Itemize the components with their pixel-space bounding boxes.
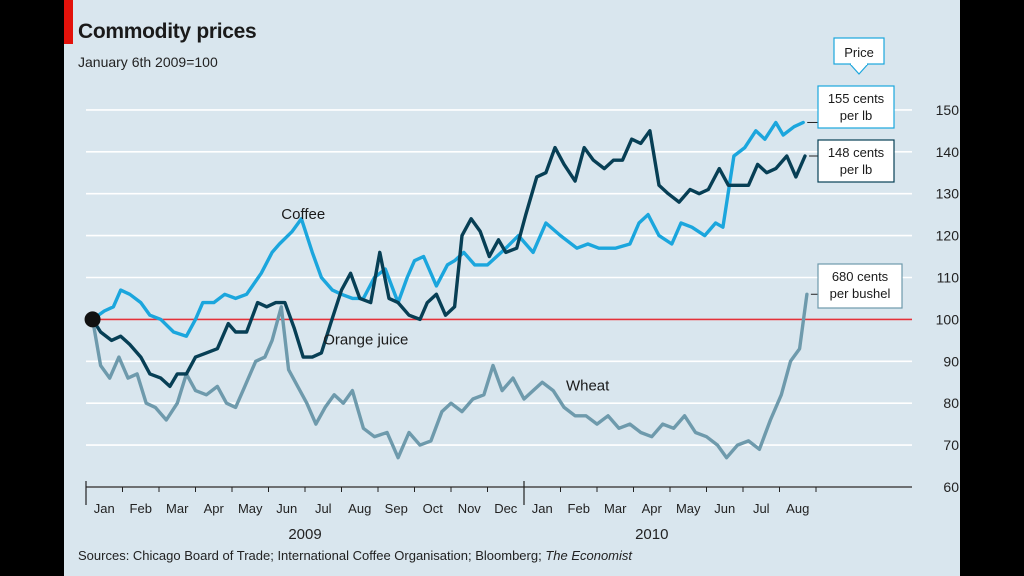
red-tab-accent — [64, 0, 73, 44]
chart-subtitle: January 6th 2009=100 — [78, 54, 218, 70]
end-value-callout-text: per lb — [840, 108, 873, 123]
y-tick-labels: 60 70 80 90 100 110 120 130 140 150 — [936, 102, 960, 495]
end-value-callout-text: per lb — [840, 162, 873, 177]
price-callout-mask — [851, 62, 867, 65]
source-text: Sources: Chicago Board of Trade; Interna… — [78, 548, 546, 563]
year-label: 2009 — [288, 526, 321, 543]
end-value-callouts: Price 155 cents per lb 148 cents per lb 680 c… — [807, 37, 903, 309]
y-tick-label: 150 — [936, 102, 960, 118]
x-tick-label: Nov — [458, 501, 482, 516]
series-label: Coffee — [281, 206, 325, 223]
series-label: Orange juice — [323, 332, 408, 349]
start-point-dot — [84, 311, 101, 328]
y-tick-label: 130 — [936, 186, 960, 202]
series-line-coffee — [90, 120, 805, 338]
x-tick-labels: Jan Feb Mar Apr May Jun Jul Aug Sep Oct Nov Dec Jan F… — [94, 501, 810, 516]
x-tick-label: Dec — [494, 501, 518, 516]
end-value-callout-text: per bushel — [830, 286, 891, 301]
x-tick-label: Aug — [786, 501, 809, 516]
x-tick-label: Apr — [204, 501, 225, 516]
x-tick-label: Aug — [348, 501, 371, 516]
y-tick-label: 60 — [943, 479, 959, 495]
line-chart: 60 70 80 90 100 110 120 130 140 150 Jan Feb Mar Apr M… — [84, 37, 960, 543]
x-tick-label: Mar — [604, 501, 627, 516]
x-tick-label: Mar — [166, 501, 189, 516]
x-axis — [85, 481, 912, 505]
x-tick-label: May — [676, 501, 701, 516]
x-tick-label: Jan — [532, 501, 553, 516]
series-line-orange-juice — [90, 129, 807, 389]
series-labels: Coffee Orange juice Wheat — [281, 206, 610, 395]
x-tick-label: Feb — [568, 501, 590, 516]
end-value-callout-box — [817, 139, 895, 183]
y-tick-label: 100 — [936, 311, 960, 327]
end-value-callout-text: 148 cents — [828, 145, 885, 160]
end-value-callout-text: 680 cents — [832, 269, 889, 284]
y-tick-label: 80 — [943, 395, 959, 411]
end-value-callout-text: 155 cents — [828, 91, 885, 106]
x-tick-label: Jun — [276, 501, 297, 516]
x-tick-label: Oct — [423, 501, 444, 516]
price-callout-box — [833, 37, 885, 65]
y-tick-label: 120 — [936, 228, 960, 244]
series-line-wheat — [90, 292, 809, 460]
x-tick-label: Jul — [753, 501, 770, 516]
x-tick-label: Apr — [642, 501, 663, 516]
chart-panel: Commodity prices January 6th 2009=100 60… — [64, 0, 960, 576]
x-tick-label: May — [238, 501, 263, 516]
x-tick-label: Jul — [315, 501, 332, 516]
price-callout-pointer — [849, 63, 869, 75]
source-publication: The Economist — [545, 548, 633, 563]
end-value-callout-box — [817, 263, 903, 309]
chart-title: Commodity prices — [78, 20, 257, 43]
y-tick-label: 140 — [936, 144, 960, 160]
x-tick-label: Jan — [94, 501, 115, 516]
x-tick-label: Feb — [130, 501, 152, 516]
y-tick-label: 70 — [943, 437, 959, 453]
year-labels: 2009 2010 — [288, 526, 668, 543]
x-tick-label: Jun — [714, 501, 735, 516]
x-tick-label: Sep — [385, 501, 408, 516]
source-note: Sources: Chicago Board of Trade; Interna… — [78, 548, 632, 563]
series-lines — [84, 120, 809, 460]
end-value-callout-box — [817, 85, 895, 129]
year-label: 2010 — [635, 526, 668, 543]
y-tick-label: 90 — [943, 353, 959, 369]
series-label: Wheat — [566, 378, 610, 395]
gridlines — [86, 109, 912, 488]
y-tick-label: 110 — [937, 270, 960, 286]
price-callout-label: Price — [844, 45, 874, 60]
